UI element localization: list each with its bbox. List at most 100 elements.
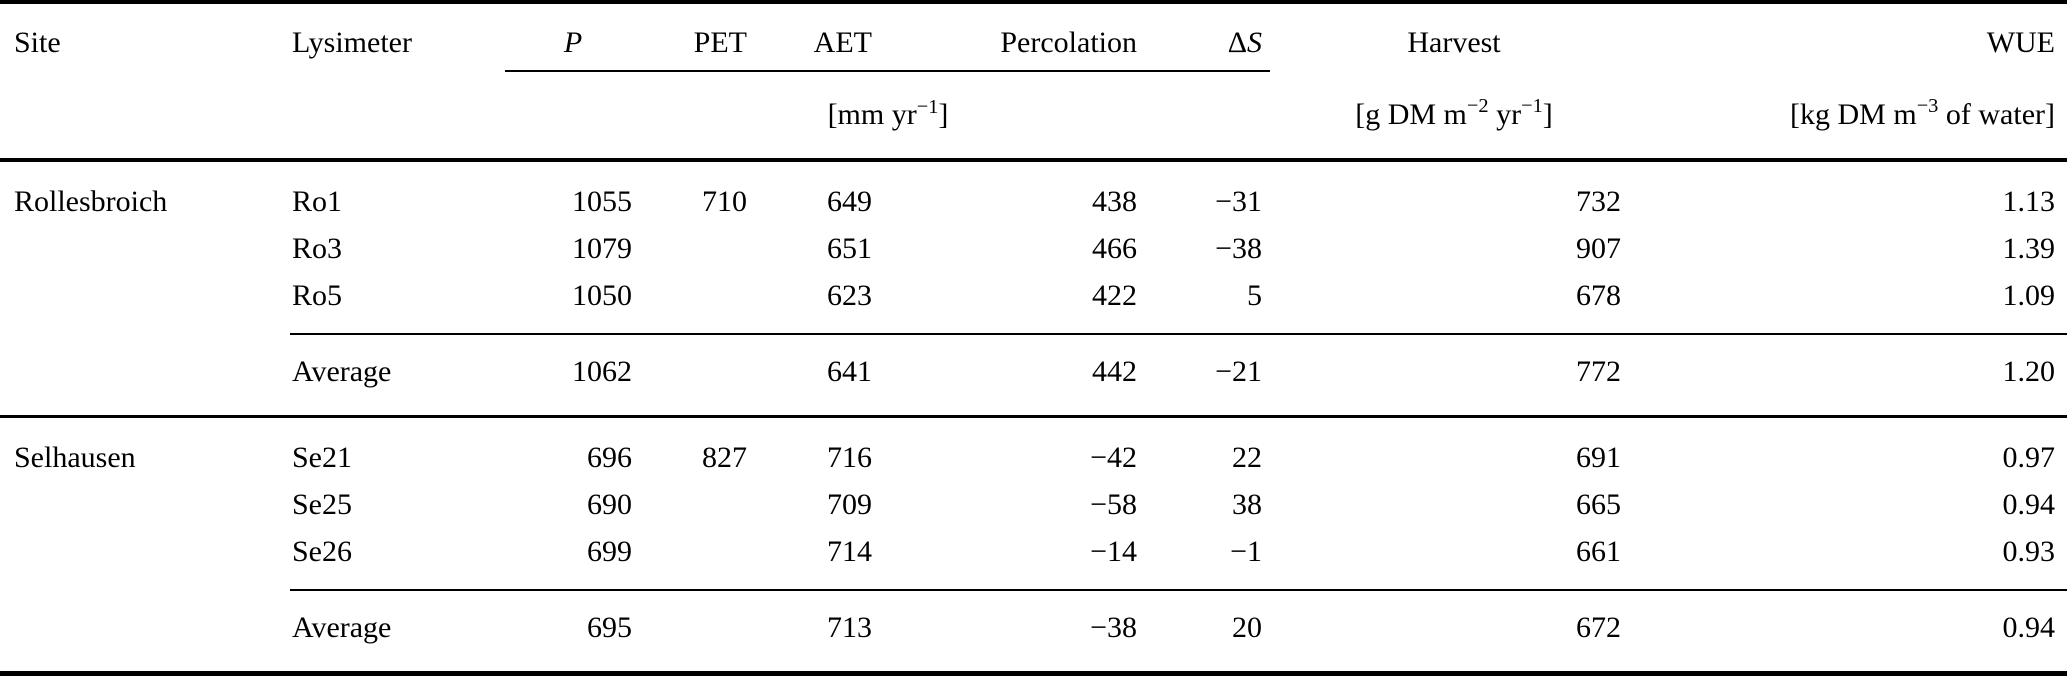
unit-mm-post: ] — [938, 98, 949, 131]
percolation-cell: 438 — [1092, 185, 1137, 218]
delta-s-cell: −38 — [1215, 232, 1262, 265]
delta-s-variable: S — [1247, 26, 1262, 59]
aet-cell: 651 — [827, 232, 872, 265]
pet-cell — [640, 481, 755, 528]
site-cell: Rollesbroich — [14, 185, 168, 218]
aet-cell: 623 — [827, 279, 872, 312]
pet-cell — [640, 528, 755, 590]
delta-s-cell: 22 — [1232, 441, 1262, 474]
section-rollesbroich: Rollesbroich Ro1 1055 710 649 438 −31 73… — [0, 160, 2067, 417]
p-cell: 696 — [587, 441, 632, 474]
site-cell — [0, 272, 290, 334]
header-p-label: P — [563, 26, 583, 59]
aet-cell: 641 — [755, 333, 880, 417]
unit-wue-pre: [kg DM m — [1790, 97, 1917, 131]
aet-cell: 713 — [755, 589, 880, 674]
delta-symbol: Δ — [1227, 26, 1247, 59]
p-cell: 699 — [587, 535, 632, 568]
site-cell — [0, 334, 290, 417]
table-row: Selhausen Se21 696 827 716 −42 22 691 0.… — [0, 417, 2067, 482]
aet-cell: 709 — [827, 488, 872, 521]
unit-harvest-pre: [g DM m — [1355, 97, 1467, 131]
lysimeter-cell: Ro1 — [292, 185, 343, 218]
lysimeter-cell: Se21 — [292, 441, 352, 474]
pet-cell — [640, 272, 755, 334]
pet-cell — [640, 225, 755, 272]
wue-cell: 1.20 — [1637, 333, 2067, 417]
p-cell: 1050 — [572, 279, 632, 312]
pet-cell: 710 — [702, 185, 747, 218]
table-row: Se26 699 714 −14 −1 661 0.93 — [0, 528, 2067, 590]
percolation-cell: −38 — [880, 589, 1145, 674]
average-row: Average 1062 641 442 −21 772 1.20 — [0, 333, 2067, 417]
percolation-cell: −58 — [1090, 488, 1137, 521]
p-cell: 695 — [505, 589, 640, 674]
unit-harvest-sup1: −2 — [1466, 95, 1489, 118]
wue-cell: 0.94 — [1637, 589, 2067, 674]
unit-harvest: [g DM m−2 yr−1] — [1270, 71, 1637, 160]
percolation-cell: 422 — [1092, 279, 1137, 312]
header-percolation: Percolation — [880, 2, 1145, 72]
harvest-cell: 661 — [1576, 535, 1621, 568]
harvest-cell: 672 — [1270, 589, 1637, 674]
unit-mm-sup: −1 — [916, 95, 939, 118]
unit-wue: [kg DM m−3 of water] — [1637, 71, 2067, 160]
section-selhausen: Selhausen Se21 696 827 716 −42 22 691 0.… — [0, 416, 2067, 674]
aet-cell: 649 — [827, 185, 872, 218]
percolation-cell: 466 — [1092, 232, 1137, 265]
lysimeter-cell: Se26 — [292, 535, 352, 568]
unit-mm-per-year: [mm yr−1] — [505, 71, 1270, 160]
header-harvest: Harvest — [1407, 26, 1501, 59]
wue-cell: 0.93 — [2002, 535, 2056, 568]
delta-s-cell: 20 — [1145, 589, 1270, 674]
delta-s-cell: −1 — [1230, 535, 1262, 568]
harvest-cell: 772 — [1270, 333, 1637, 417]
average-label-cell: Average — [290, 589, 505, 674]
percolation-cell: −42 — [1090, 441, 1137, 474]
pet-cell — [640, 589, 755, 674]
percolation-cell: −14 — [1090, 535, 1137, 568]
harvest-cell: 691 — [1576, 441, 1621, 474]
header-pet: PET — [640, 2, 755, 72]
lysimeter-cell: Ro3 — [292, 232, 343, 265]
site-cell — [0, 481, 290, 528]
aet-cell: 716 — [827, 441, 872, 474]
header-p: P — [505, 2, 640, 72]
wue-cell: 1.13 — [2002, 185, 2056, 218]
wue-cell: 1.09 — [2002, 279, 2056, 312]
header-lysimeter: Lysimeter — [292, 26, 412, 59]
unit-wue-post: of water] — [1938, 97, 2055, 131]
delta-s-cell: 5 — [1247, 279, 1262, 312]
percolation-cell: 442 — [880, 333, 1145, 417]
delta-s-cell: −31 — [1215, 185, 1262, 218]
unit-harvest-mid: yr — [1488, 97, 1522, 131]
p-cell: 690 — [587, 488, 632, 521]
header-aet: AET — [755, 2, 880, 72]
harvest-cell: 678 — [1576, 279, 1621, 312]
delta-s-cell: −21 — [1145, 333, 1270, 417]
harvest-cell: 732 — [1576, 185, 1621, 218]
pet-cell — [640, 333, 755, 417]
table-header: Site Lysimeter P PET AET Percolation ΔS … — [0, 2, 2067, 160]
delta-s-cell: 38 — [1232, 488, 1262, 521]
wue-cell: 0.94 — [2002, 488, 2056, 521]
table-row: Ro3 1079 651 466 −38 907 1.39 — [0, 225, 2067, 272]
unit-wue-sup: −3 — [1916, 95, 1939, 118]
table-row: Ro5 1050 623 422 5 678 1.09 — [0, 272, 2067, 334]
header-wue: WUE — [1986, 26, 2055, 59]
header-delta-s: ΔS — [1145, 2, 1270, 72]
table-row: Rollesbroich Ro1 1055 710 649 438 −31 73… — [0, 160, 2067, 225]
unit-harvest-sup2: −1 — [1521, 95, 1543, 118]
header-site: Site — [14, 26, 61, 59]
site-cell — [0, 225, 290, 272]
wue-cell: 1.39 — [2002, 232, 2056, 265]
unit-mm-pre: [mm yr — [827, 98, 917, 131]
average-label-cell: Average — [290, 333, 505, 417]
lysimeter-cell: Ro5 — [292, 279, 343, 312]
p-cell: 1055 — [572, 185, 632, 218]
wue-cell: 0.97 — [2002, 441, 2056, 474]
average-row: Average 695 713 −38 20 672 0.94 — [0, 589, 2067, 674]
site-cell — [0, 528, 290, 590]
unit-harvest-post: ] — [1542, 97, 1553, 131]
